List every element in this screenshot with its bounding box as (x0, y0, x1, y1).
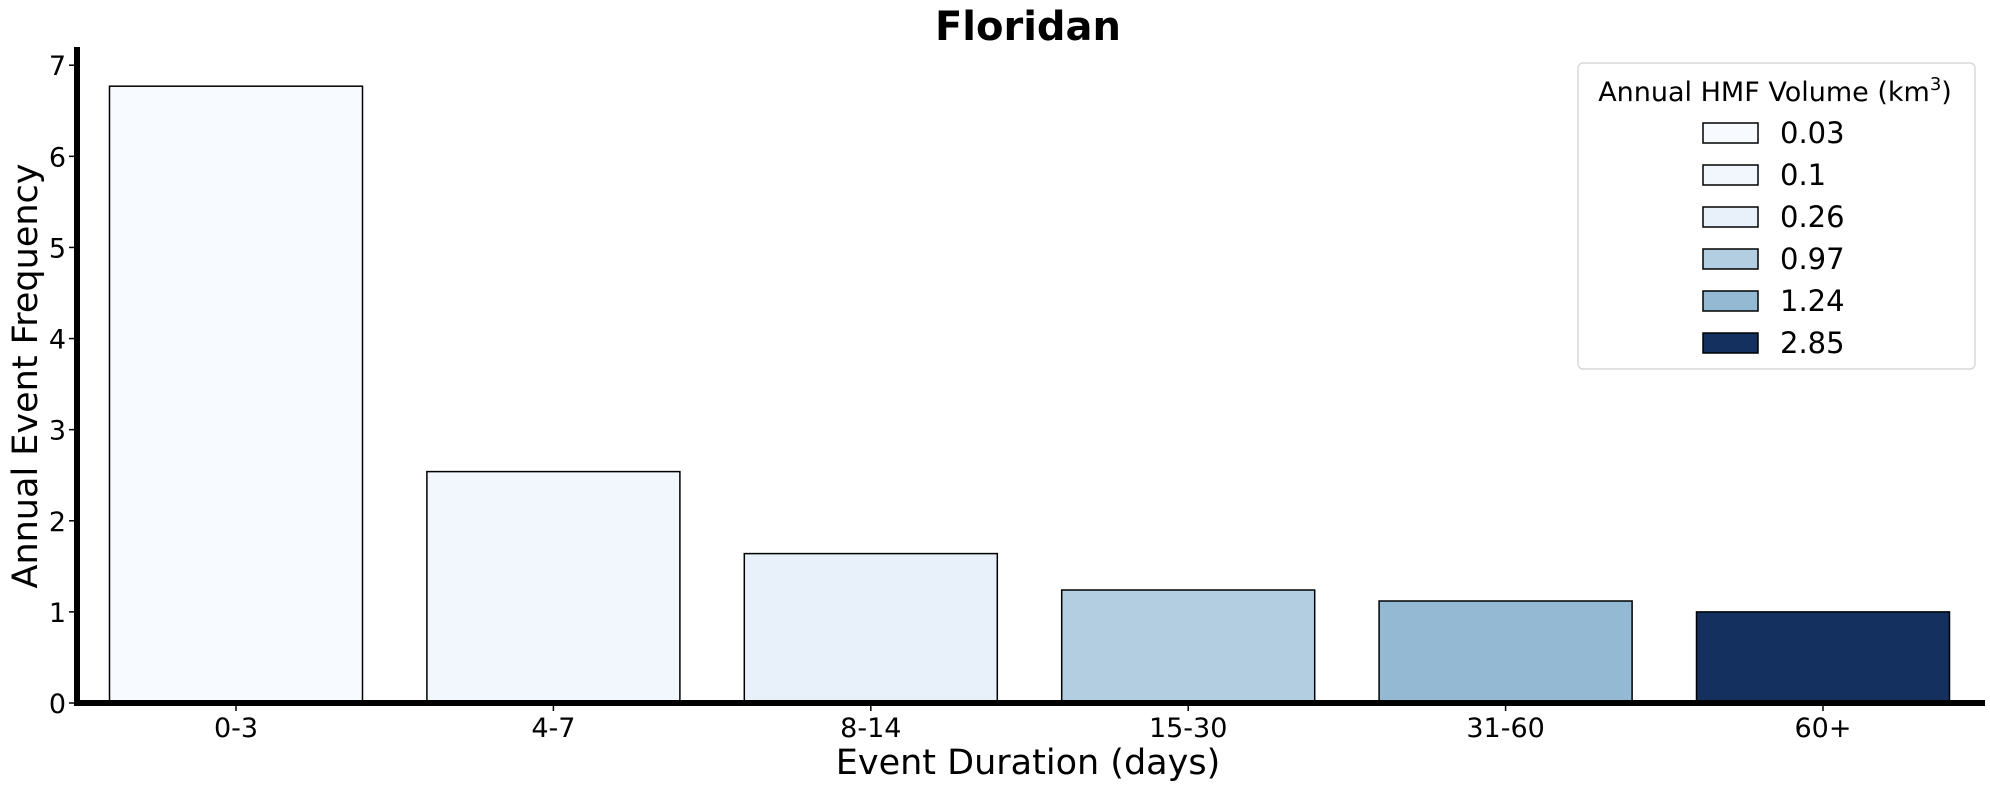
legend-entry-label: 0.26 (1780, 200, 1845, 234)
chart-title: Floridan (935, 4, 1121, 50)
legend-swatch (1702, 122, 1759, 144)
x-tick-label: 31-60 (1466, 713, 1544, 744)
legend-swatch (1702, 290, 1759, 312)
legend-swatch (1702, 332, 1759, 354)
x-tick-label: 4-7 (531, 713, 575, 744)
y-axis-label: Annual Event Frequency (6, 164, 46, 589)
x-axis-ticks: 0-3 4-7 8-14 15-30 31-60 60+ (214, 703, 1852, 744)
legend-entry-label: 0.97 (1780, 242, 1845, 276)
legend-swatch (1702, 164, 1759, 186)
y-tick-label: 7 (49, 51, 66, 82)
y-tick-label: 6 (49, 142, 66, 173)
legend-title: Annual HMF Volume (km3) (1598, 74, 1952, 108)
legend: Annual HMF Volume (km3) 0.03 0.1 0.26 0.97 1… (1577, 62, 1976, 370)
legend-entry-label: 0.1 (1780, 158, 1826, 192)
legend-swatch (1702, 248, 1759, 270)
y-tick-label: 1 (49, 598, 66, 629)
x-tick-label: 60+ (1795, 713, 1852, 744)
bar-60+ (1695, 611, 1951, 704)
y-axis-ticks: 0 1 2 3 4 5 6 7 (49, 51, 77, 720)
bar-31-60 (1378, 600, 1633, 704)
x-tick-label: 8-14 (840, 713, 901, 744)
x-axis-label: Event Duration (days) (836, 743, 1220, 783)
y-tick-label: 2 (49, 507, 66, 538)
x-tick-label: 0-3 (214, 713, 258, 744)
y-tick-label: 4 (49, 325, 66, 356)
y-tick-label: 3 (49, 416, 66, 447)
y-tick-label: 0 (49, 689, 66, 720)
bar-4-7 (426, 470, 681, 704)
legend-entry-label: 1.24 (1780, 284, 1845, 318)
legend-entry-label: 0.03 (1780, 116, 1845, 150)
bars-group (108, 85, 1951, 704)
bar-15-30 (1060, 589, 1316, 704)
x-tick-label: 15-30 (1149, 713, 1227, 744)
bar-0-3 (108, 85, 364, 704)
legend-swatch (1702, 206, 1759, 228)
y-tick-label: 5 (49, 233, 66, 264)
bar-8-14 (743, 552, 999, 704)
legend-entry-label: 2.85 (1780, 326, 1845, 360)
legend-frame (1577, 62, 1976, 370)
